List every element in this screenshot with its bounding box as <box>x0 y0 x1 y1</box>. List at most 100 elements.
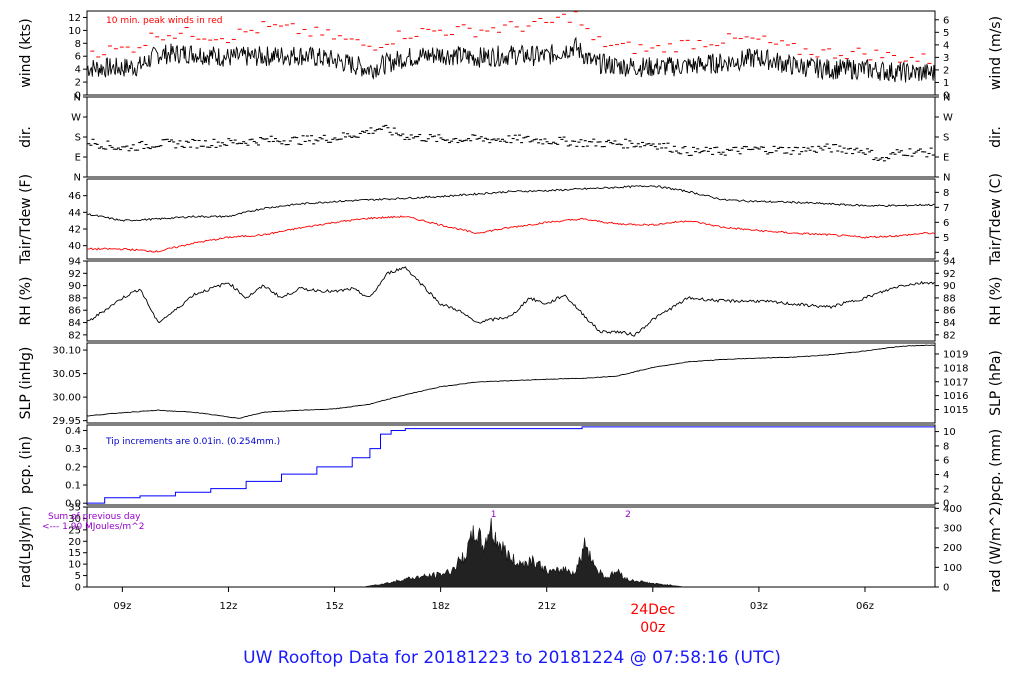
y-tick-label-right: 4 <box>943 248 949 259</box>
y-tick-label-right: 86 <box>943 306 956 317</box>
y-tick-label-right: 1019 <box>943 349 968 360</box>
y-tick-label: 0.2 <box>65 462 81 473</box>
y-tick-label: 92 <box>68 269 81 280</box>
y-tick-label: 20 <box>68 537 81 548</box>
y-tick-label: 40 <box>68 241 81 252</box>
y-axis-label: dir. <box>18 126 34 148</box>
y-tick-label: 29.95 <box>52 416 81 427</box>
panel-slp: 29.95 30.00 30.05 30.10 1015 1016 1017 1018 1019… <box>18 342 1004 427</box>
y-tick-label-right: S <box>943 133 949 144</box>
y-tick-label: 4 <box>75 65 81 76</box>
y-tick-label: 0.1 <box>65 481 81 492</box>
panel-frame <box>86 260 936 342</box>
y-tick-label: N <box>74 173 81 184</box>
y-tick-label-right: 200 <box>943 543 962 554</box>
y-tick-label: 30.05 <box>52 369 81 380</box>
y-tick-label: 5 <box>75 571 81 582</box>
y-tick-label-right: 5 <box>943 233 949 244</box>
y-tick-label: 90 <box>68 281 81 292</box>
y-tick-label: 0.0 <box>65 499 81 510</box>
rad-marker-1: 1 <box>491 510 497 520</box>
panel-frame <box>86 10 936 96</box>
y-tick-label: 0.4 <box>65 426 81 437</box>
y-tick-label: 0 <box>75 91 81 102</box>
x-tick-label: 18z <box>432 601 450 612</box>
y-tick-label-right: 400 <box>943 504 962 515</box>
y-tick-label-right: 3 <box>943 53 949 64</box>
y-tick-label: 46 <box>68 191 81 202</box>
y-tick-label: 30.10 <box>52 346 81 357</box>
panel-frame <box>86 424 936 506</box>
radiation-area <box>362 517 685 588</box>
y-tick-label-right: 0 <box>943 583 949 594</box>
y-axis-label-right: SLP (hPa) <box>988 350 1004 416</box>
y-tick-label-right: 92 <box>943 269 956 280</box>
y-tick-label: 30 <box>68 514 81 525</box>
pressure-line <box>86 344 935 419</box>
x-tick-label: 12z <box>219 601 237 612</box>
wind-speed-line <box>86 36 936 83</box>
dewpoint-line <box>86 215 935 253</box>
y-tick-label-right: 4 <box>943 470 949 481</box>
y-tick-label: 35 <box>68 503 81 514</box>
y-axis-label: SLP (inHg) <box>18 347 34 420</box>
y-tick-label-right: E <box>943 153 949 164</box>
humidity-line <box>86 266 935 337</box>
y-axis-label-right: pcp. (mm) <box>988 429 1004 502</box>
y-tick-label: 82 <box>68 330 81 341</box>
y-axis-label: Tair/Tdew (F) <box>18 174 34 265</box>
y-tick-label: 25 <box>68 525 81 536</box>
panel-pcp: 0.0 0.1 0.2 0.3 0.4 0 2 4 6 8 10 pcp. (in) pcp. (mm)… <box>18 424 1004 510</box>
y-tick-label: 6 <box>75 52 81 63</box>
y-tick-label-right: 0 <box>943 91 949 102</box>
precip-line <box>87 426 935 504</box>
y-tick-label-right: 94 <box>943 257 956 268</box>
y-axis-label-right: rad (W/m^2) <box>988 501 1004 592</box>
y-tick-label-right: 8 <box>943 188 949 199</box>
x-tick-label: 21z <box>538 601 556 612</box>
y-tick-label: 88 <box>68 293 81 304</box>
footer-title: UW Rooftop Data for 20181223 to 20181224… <box>243 648 781 668</box>
y-tick-label-right: 4 <box>943 40 949 51</box>
y-axis-label-right: wind (m/s) <box>988 16 1004 90</box>
y-tick-label-right: 1017 <box>943 377 968 388</box>
y-axis-label-right: dir. <box>988 126 1004 148</box>
y-tick-label-right: 10 <box>943 427 956 438</box>
y-tick-label-right: 2 <box>943 65 949 76</box>
y-tick-label-right: 0 <box>943 499 949 510</box>
y-axis-label-right: Tair/Tdew (C) <box>988 173 1004 266</box>
y-axis-label: pcp. (in) <box>18 436 34 494</box>
y-tick-label-right: 84 <box>943 318 956 329</box>
y-tick-label: S <box>75 133 81 144</box>
y-tick-label-right: 82 <box>943 330 956 341</box>
y-tick-label: 94 <box>68 257 81 268</box>
y-tick-label-right: 1015 <box>943 405 968 416</box>
y-tick-label-right: N <box>943 93 950 104</box>
y-tick-label: 12 <box>68 13 81 24</box>
y-tick-label: 84 <box>68 318 81 329</box>
y-tick-label: 10 <box>68 560 81 571</box>
y-tick-label-right: 5 <box>943 28 949 39</box>
y-tick-label-right: 1018 <box>943 363 968 374</box>
air-temp-line <box>86 185 935 222</box>
y-tick-label-right: 300 <box>943 524 962 535</box>
y-tick-label-right: 6 <box>943 15 949 26</box>
y-tick-label: 15 <box>68 548 81 559</box>
panel-frame <box>86 178 936 260</box>
y-tick-label: 10 <box>68 26 81 37</box>
tip-annotation: Tip increments are 0.01in. (0.254mm.) <box>105 437 280 447</box>
y-tick-label: 0.3 <box>65 444 81 455</box>
y-tick-label: 44 <box>68 208 81 219</box>
date-label: 24Dec <box>630 602 675 618</box>
y-tick-label: W <box>71 113 81 124</box>
y-tick-label-right: 7 <box>943 203 949 214</box>
y-tick-label: 2 <box>75 78 81 89</box>
x-tick-label: 06z <box>856 601 874 612</box>
y-tick-label-right: 8 <box>943 441 949 452</box>
y-axis-label: RH (%) <box>18 277 34 326</box>
date-sub-label: 00z <box>640 620 665 636</box>
y-tick-label: 42 <box>68 225 81 236</box>
y-tick-label-right: 88 <box>943 293 956 304</box>
